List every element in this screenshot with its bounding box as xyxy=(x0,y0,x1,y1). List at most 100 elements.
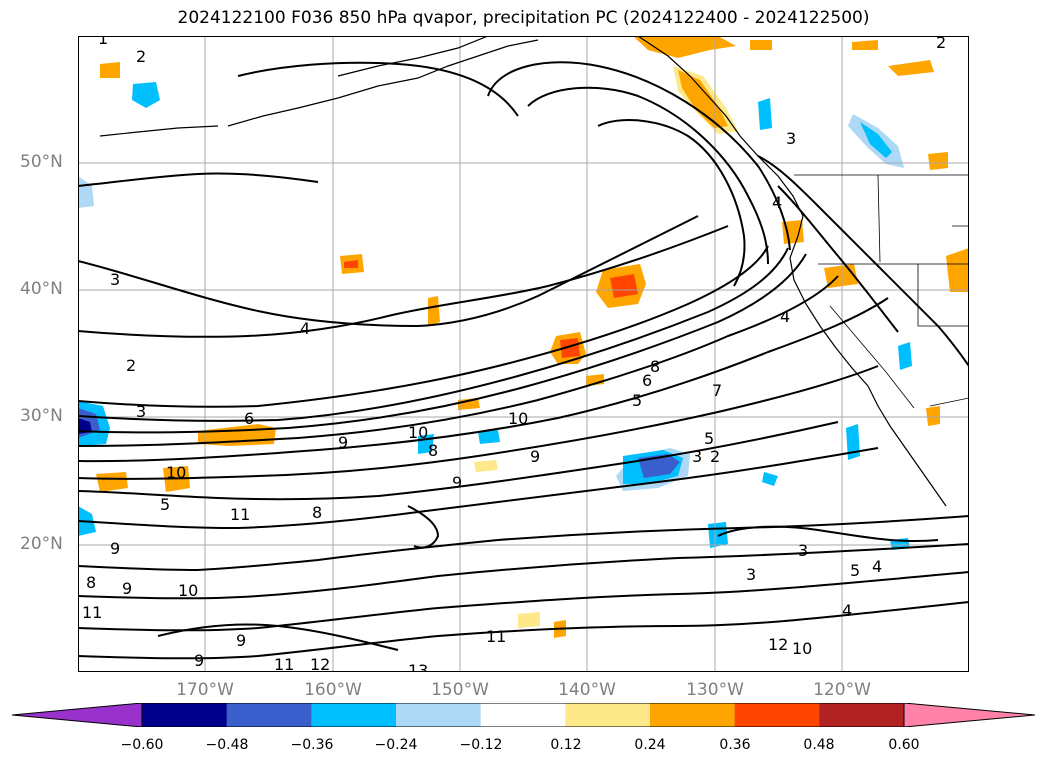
contour-label: 9 xyxy=(110,539,120,558)
map-title: 2024122100 F036 850 hPa qvapor, precipit… xyxy=(177,8,870,28)
colorbar-tick-label: −0.60 xyxy=(120,737,164,753)
colorbar-tick-label: 0.48 xyxy=(803,737,835,753)
colorbar-segment xyxy=(734,703,820,727)
colorbar-segments xyxy=(12,703,1035,727)
map-canvas: 1 2 3 2 4 3 4 4 2 3 6 9 10 10 8 5 7 10 5… xyxy=(78,36,969,672)
contour-label: 3 xyxy=(110,270,120,289)
precip-cell xyxy=(96,472,128,492)
contour-label: 11 xyxy=(230,505,250,524)
precip-cell xyxy=(926,406,940,426)
colorbar-tick-label: −0.36 xyxy=(290,737,334,753)
colorbar-segment xyxy=(650,703,736,727)
lon-label: 130°W xyxy=(686,680,744,700)
contour-label: 8 xyxy=(86,573,96,592)
colorbar-tick-label: −0.48 xyxy=(205,737,249,753)
contour-label: 2 xyxy=(136,47,146,66)
precip-cell xyxy=(860,122,892,158)
precip-cell xyxy=(478,430,500,444)
contour-label: 9 xyxy=(194,651,204,670)
contour-label: 3 xyxy=(692,447,702,466)
contour-label: 7 xyxy=(712,381,722,400)
contour-label: 2 xyxy=(710,447,720,466)
lat-label: 20°N xyxy=(20,534,63,554)
colorbar-segment xyxy=(396,703,482,727)
lon-label: 150°W xyxy=(431,680,489,700)
lon-label: 170°W xyxy=(176,680,234,700)
contour-label: 9 xyxy=(530,447,540,466)
precip-cell xyxy=(633,36,736,58)
contour-label: 5 xyxy=(850,561,860,580)
contour-label: 8 xyxy=(312,503,322,522)
precip-cell xyxy=(762,472,778,486)
contour-label: 10 xyxy=(792,639,812,658)
contour-label: 5 xyxy=(632,391,642,410)
precip-cell xyxy=(560,338,580,358)
lon-label: 120°W xyxy=(813,680,871,700)
coastlines xyxy=(99,36,947,507)
contour-label: 2 xyxy=(936,36,946,52)
colorbar-segment xyxy=(480,703,566,727)
precip-cell xyxy=(846,424,860,460)
contour-label: 4 xyxy=(842,601,852,620)
contour-label: 2 xyxy=(126,356,136,375)
contour-label: 10 xyxy=(178,581,198,600)
contour-label: 3 xyxy=(786,129,796,148)
lon-label: 160°W xyxy=(304,680,362,700)
precip-cell xyxy=(758,98,772,130)
contour-label: 8 xyxy=(650,357,660,376)
colorbar-tick-label: −0.24 xyxy=(374,737,418,753)
contour-label: 10 xyxy=(166,463,186,482)
contour-label: 3 xyxy=(746,565,756,584)
contour-label: 6 xyxy=(642,371,652,390)
contour-label: 11 xyxy=(486,627,506,646)
contour-label: 10 xyxy=(508,409,528,428)
colorbar-tick-label: 0.12 xyxy=(550,737,582,753)
lon-label: 140°W xyxy=(558,680,616,700)
precip-cell xyxy=(946,248,969,292)
colorbar-segment xyxy=(226,703,312,727)
contour-label: 11 xyxy=(274,655,294,672)
colorbar-tick-label: −0.12 xyxy=(459,737,503,753)
precip-cell xyxy=(344,260,358,268)
contour-label: 4 xyxy=(772,193,782,212)
precip-cell xyxy=(928,152,948,170)
precip-cell xyxy=(132,82,160,108)
colorbar xyxy=(12,703,1035,727)
contour-label: 11 xyxy=(82,603,102,622)
precip-cell xyxy=(610,274,638,298)
lat-label: 50°N xyxy=(20,152,63,172)
colorbar-tick-label: 0.36 xyxy=(719,737,751,753)
colorbar-extend-high xyxy=(904,703,1035,727)
contour-label: 9 xyxy=(452,473,462,492)
precip-cell xyxy=(78,176,94,208)
contour-label: 13 xyxy=(408,661,428,672)
contour-label: 4 xyxy=(872,557,882,576)
precip-cell xyxy=(518,612,540,628)
precip-cell xyxy=(852,40,878,50)
colorbar-segment xyxy=(311,703,397,727)
colorbar-segment xyxy=(565,703,651,727)
graticule xyxy=(78,36,969,672)
contour-label: 8 xyxy=(428,441,438,460)
contour-label: 5 xyxy=(704,429,714,448)
colorbar-segment xyxy=(819,703,905,727)
contour-label: 12 xyxy=(768,635,788,654)
precip-cell xyxy=(898,342,912,370)
contour-label: 4 xyxy=(780,307,790,326)
precip-cell xyxy=(750,40,772,50)
colorbar-outline xyxy=(12,703,1035,727)
colorbar-tick-label: 0.24 xyxy=(634,737,666,753)
contour-label: 10 xyxy=(408,423,428,442)
land-borders xyxy=(794,174,969,409)
qvapor-contours xyxy=(78,61,969,660)
lat-label: 40°N xyxy=(20,279,63,299)
colorbar-tick-label: 0.60 xyxy=(888,737,920,753)
precip-cell xyxy=(78,418,92,434)
contour-label: 9 xyxy=(338,433,348,452)
precip-cell xyxy=(474,460,498,472)
precip-cell xyxy=(100,62,120,78)
contour-label: 4 xyxy=(300,319,310,338)
contour-label: 3 xyxy=(798,541,808,560)
contour-labels: 1 2 3 2 4 3 4 4 2 3 6 9 10 10 8 5 7 10 5… xyxy=(82,36,946,672)
contour-label: 3 xyxy=(136,402,146,421)
